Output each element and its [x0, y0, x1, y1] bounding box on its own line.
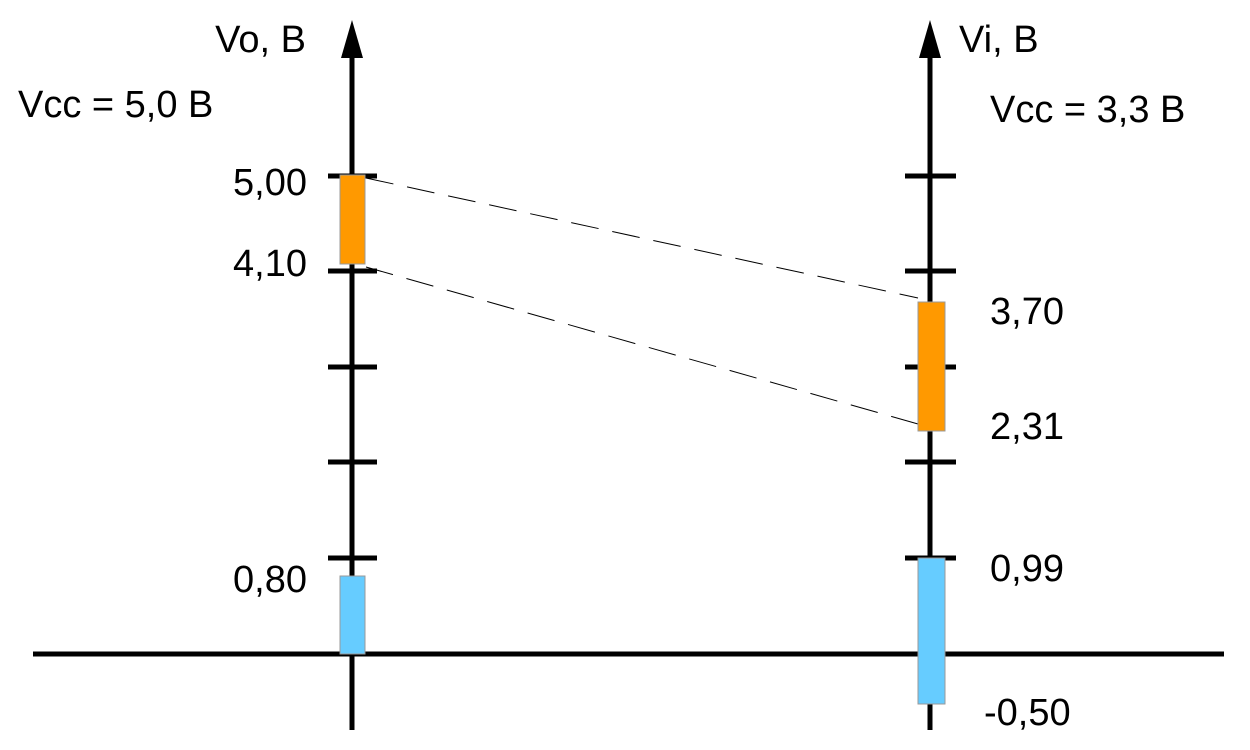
left-tick-label-high-max: 5,00 — [233, 162, 307, 204]
right-tick-label-high-min: 2,31 — [990, 406, 1064, 448]
mapping-line-high-min — [365, 266, 919, 425]
mapping-line-high-max — [365, 177, 919, 299]
right-high-band — [917, 301, 946, 432]
right-vcc-label: Vcc = 3,3 B — [990, 89, 1185, 131]
left-vcc-label: Vcc = 5,0 B — [18, 84, 213, 126]
right-axis-label: Vi, B — [959, 19, 1039, 61]
left-axis-label: Vo, B — [215, 19, 306, 61]
left-axis-ticks — [328, 173, 377, 561]
left-low-band — [339, 575, 366, 655]
left-tick-label-low-max: 0,80 — [233, 559, 307, 601]
left-axis-arrow-icon — [341, 20, 363, 58]
right-tick-label-high-max: 3,70 — [990, 291, 1064, 333]
left-high-band — [339, 174, 366, 265]
left-tick-label-high-min: 4,10 — [233, 243, 307, 285]
right-axis-arrow-icon — [919, 20, 941, 58]
right-tick-label-low-min: -0,50 — [984, 692, 1071, 734]
right-low-band — [917, 557, 946, 705]
right-tick-label-low-max: 0,99 — [990, 548, 1064, 590]
